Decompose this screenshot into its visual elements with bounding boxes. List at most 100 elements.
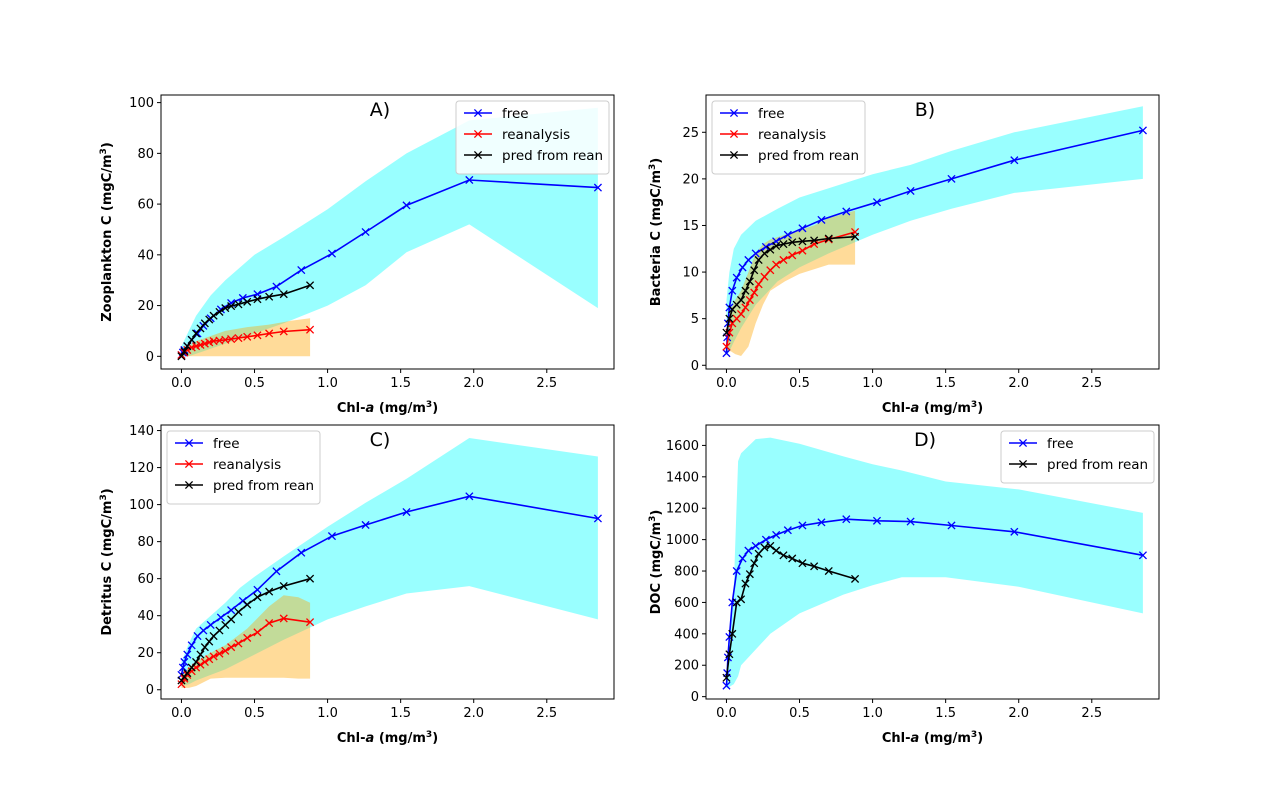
data-point <box>465 492 474 501</box>
x-tick-label: 1.5 <box>935 706 956 721</box>
data-point <box>779 255 788 265</box>
legend-marker <box>473 108 483 118</box>
legend-box <box>455 100 610 175</box>
data-point <box>744 546 753 555</box>
x-tick-label: 0.5 <box>244 706 265 721</box>
data-point <box>761 242 770 251</box>
x-axis-label: Chl-a (mg/m3) <box>882 730 983 746</box>
data-point <box>297 548 306 557</box>
y-tick-label: 60 <box>137 572 154 587</box>
data-point <box>738 263 747 272</box>
legend-marker <box>184 459 194 469</box>
panel-title: D) <box>914 429 936 451</box>
data-point <box>227 302 236 311</box>
x-tick-label: 1.0 <box>317 376 338 391</box>
legend-marker <box>184 480 194 490</box>
chart-panel-3: 0.0 0.5 1.0 1.5 2.0 2.5 0 200 400 600 800 1000 1200 1… <box>648 424 1160 746</box>
x-tick-label: 0.5 <box>244 376 265 391</box>
data-point <box>279 327 288 336</box>
x-axis-label: Chl-a (mg/m3) <box>337 730 438 746</box>
uncertainty-band-0 <box>726 106 1143 356</box>
y-tick-label: 1400 <box>666 470 699 485</box>
data-point <box>754 280 763 289</box>
x-tick-label: 0.0 <box>716 706 737 721</box>
legend-marker <box>473 150 483 160</box>
axes-frame <box>160 424 615 700</box>
y-tick-label: 200 <box>674 659 699 674</box>
data-point <box>732 598 741 607</box>
y-tick-label: 400 <box>674 627 699 642</box>
data-point <box>196 650 205 659</box>
x-tick-label: 2.0 <box>1008 706 1029 721</box>
data-point <box>180 347 189 356</box>
y-tick-label: 10 <box>682 266 699 281</box>
panel-title: B) <box>915 99 935 121</box>
data-point <box>209 652 218 661</box>
legend-entry: reanalysis <box>720 127 826 143</box>
legend-label: pred from rean <box>213 478 314 494</box>
y-axis-label: Zooplankton C (mgC/m3) <box>99 142 115 322</box>
legend-entry: pred from rean <box>720 148 859 164</box>
legend-entry: pred from rean <box>1009 457 1148 473</box>
legend: free reanalysis pred from rean <box>711 100 866 175</box>
x-tick-label: 1.0 <box>862 376 883 391</box>
data-point <box>253 331 262 340</box>
legend-label: free <box>502 106 529 122</box>
data-point <box>221 304 230 313</box>
data-point <box>779 240 788 249</box>
data-point <box>738 554 747 563</box>
data-point <box>728 286 737 295</box>
data-point <box>817 518 826 527</box>
data-point <box>872 198 882 207</box>
data-point <box>243 332 252 341</box>
data-point <box>196 660 205 669</box>
data-point <box>402 507 411 517</box>
data-point <box>772 546 781 555</box>
data-point <box>593 514 602 523</box>
legend-marker <box>184 438 194 448</box>
data-point <box>772 260 781 269</box>
data-point <box>760 272 769 281</box>
data-point <box>760 249 769 258</box>
data-point <box>732 566 741 576</box>
legend-box <box>166 430 321 505</box>
data-point <box>279 614 288 623</box>
legend-marker <box>473 129 483 139</box>
uncertainty-band-0 <box>726 437 1143 689</box>
legend-label: free <box>213 436 240 452</box>
y-tick-label: 80 <box>137 147 154 162</box>
data-point <box>327 532 337 541</box>
series-free <box>177 492 602 679</box>
uncertainty-band-1 <box>181 595 311 688</box>
data-point <box>745 277 754 286</box>
data-point <box>192 657 201 667</box>
data-point <box>243 297 252 306</box>
x-tick-label: 2.5 <box>536 376 557 391</box>
data-point <box>187 335 196 344</box>
series-pred-from-rean <box>177 281 315 361</box>
data-point <box>265 292 274 301</box>
data-point <box>305 574 315 583</box>
data-point <box>1138 551 1147 560</box>
series-pred-from-rean <box>722 541 860 682</box>
legend-marker <box>1018 459 1028 469</box>
legend-marker <box>1018 438 1028 448</box>
data-point <box>750 288 759 297</box>
legend-entry: reanalysis <box>175 457 281 473</box>
legend-entry: pred from rean <box>464 148 603 164</box>
data-point <box>361 227 370 237</box>
data-point <box>227 643 236 652</box>
data-point <box>741 286 750 295</box>
y-axis-label: Detritus C (mgC/m3) <box>99 488 115 635</box>
legend-marker <box>729 150 739 160</box>
data-point <box>227 335 236 344</box>
panel-title: C) <box>370 429 391 451</box>
x-tick-label: 2.5 <box>1081 376 1102 391</box>
data-point <box>798 237 807 246</box>
data-point <box>842 515 851 524</box>
data-point <box>798 521 807 530</box>
data-point <box>234 300 243 309</box>
data-point <box>215 307 224 316</box>
legend: free reanalysis pred from rean <box>166 430 321 505</box>
y-tick-label: 1600 <box>666 439 699 454</box>
